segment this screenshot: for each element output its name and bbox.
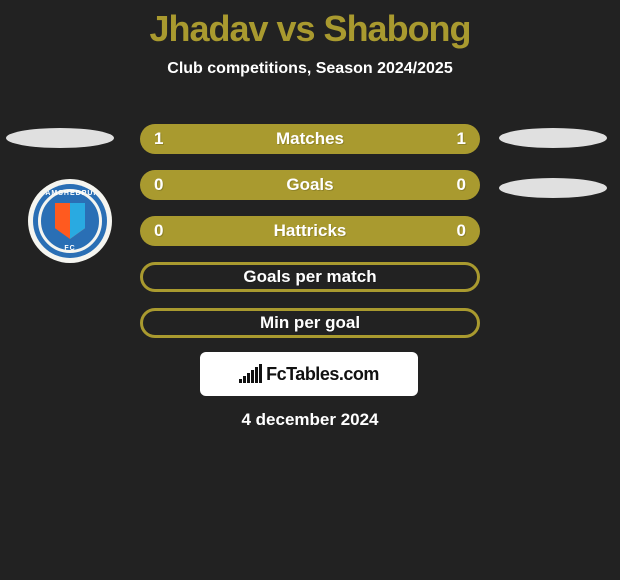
- comparison-subtitle: Club competitions, Season 2024/2025: [0, 60, 620, 78]
- comparison-title: Jhadav vs Shabong: [0, 0, 620, 50]
- brand-box[interactable]: FcTables.com: [200, 352, 418, 396]
- stat-label: Goals: [140, 175, 480, 195]
- stat-row: 1Matches1: [140, 124, 480, 154]
- stat-value-right: 0: [457, 221, 466, 241]
- stat-label: Hattricks: [140, 221, 480, 241]
- date-label: 4 december 2024: [0, 410, 620, 430]
- stat-row: Min per goal: [140, 308, 480, 338]
- stat-label: Matches: [140, 129, 480, 149]
- ellipse-shape: [499, 128, 607, 148]
- club-badge-inner: JAMSHEDPUR FC: [33, 184, 107, 258]
- player-left-placeholder: [6, 128, 114, 148]
- stat-row: Goals per match: [140, 262, 480, 292]
- club-badge-text-bottom: FC: [64, 245, 75, 252]
- club-badge-text-top: JAMSHEDPUR: [40, 190, 99, 197]
- ellipse-shape: [6, 128, 114, 148]
- ellipse-shape: [499, 178, 607, 198]
- club-badge-left: JAMSHEDPUR FC: [28, 179, 112, 263]
- stat-label: Min per goal: [143, 313, 477, 333]
- stat-row: 0Hattricks0: [140, 216, 480, 246]
- stat-row: 0Goals0: [140, 170, 480, 200]
- stat-value-right: 0: [457, 175, 466, 195]
- stat-label: Goals per match: [143, 267, 477, 287]
- stat-value-left: 0: [154, 175, 163, 195]
- stat-value-right: 1: [457, 129, 466, 149]
- stat-value-left: 0: [154, 221, 163, 241]
- brand-chart-icon: [239, 365, 262, 383]
- stat-value-left: 1: [154, 129, 163, 149]
- brand-text: FcTables.com: [266, 364, 379, 385]
- stat-rows: 1Matches10Goals00Hattricks0Goals per mat…: [140, 124, 480, 354]
